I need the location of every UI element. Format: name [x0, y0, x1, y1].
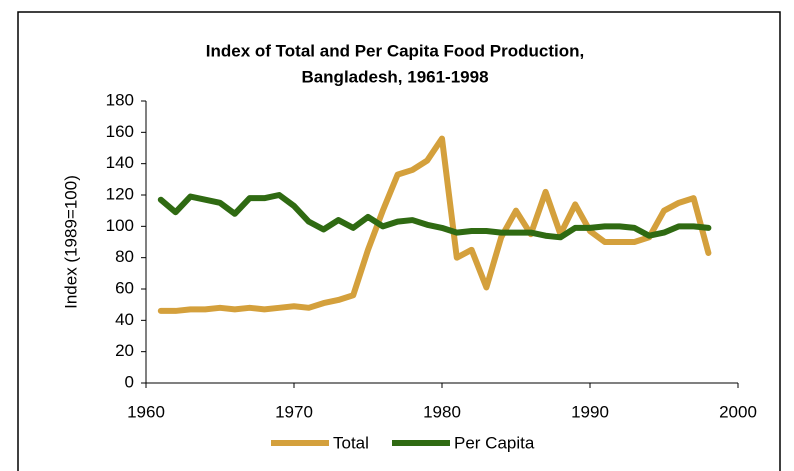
- x-tick-label: 1980: [423, 402, 461, 421]
- data-line: [157, 135, 712, 314]
- y-tick-label: 20: [115, 341, 134, 360]
- y-tick-label: 40: [115, 310, 134, 329]
- chart-frame: [17, 11, 781, 471]
- y-tick-label: 120: [106, 184, 134, 203]
- x-tick-label: 1970: [275, 402, 313, 421]
- y-tick-label: 140: [106, 153, 134, 172]
- legend-label: Per Capita: [454, 433, 535, 452]
- data-line: [157, 192, 712, 241]
- x-tick-label: 2000: [719, 402, 757, 421]
- x-tick-label: 1960: [127, 402, 165, 421]
- y-tick-label: 100: [106, 216, 134, 235]
- y-axis-label: Index (1989=100): [61, 175, 80, 309]
- chart-title: Index of Total and Per Capita Food Produ…: [206, 41, 584, 60]
- y-tick-label: 0: [125, 372, 134, 391]
- x-tick-label: 1990: [571, 402, 609, 421]
- y-tick-label: 60: [115, 278, 134, 297]
- legend-label: Total: [333, 433, 369, 452]
- y-tick-label: 160: [106, 122, 134, 141]
- chart-title: Bangladesh, 1961-1998: [301, 67, 488, 86]
- y-tick-label: 80: [115, 247, 134, 266]
- y-tick-label: 180: [106, 90, 134, 109]
